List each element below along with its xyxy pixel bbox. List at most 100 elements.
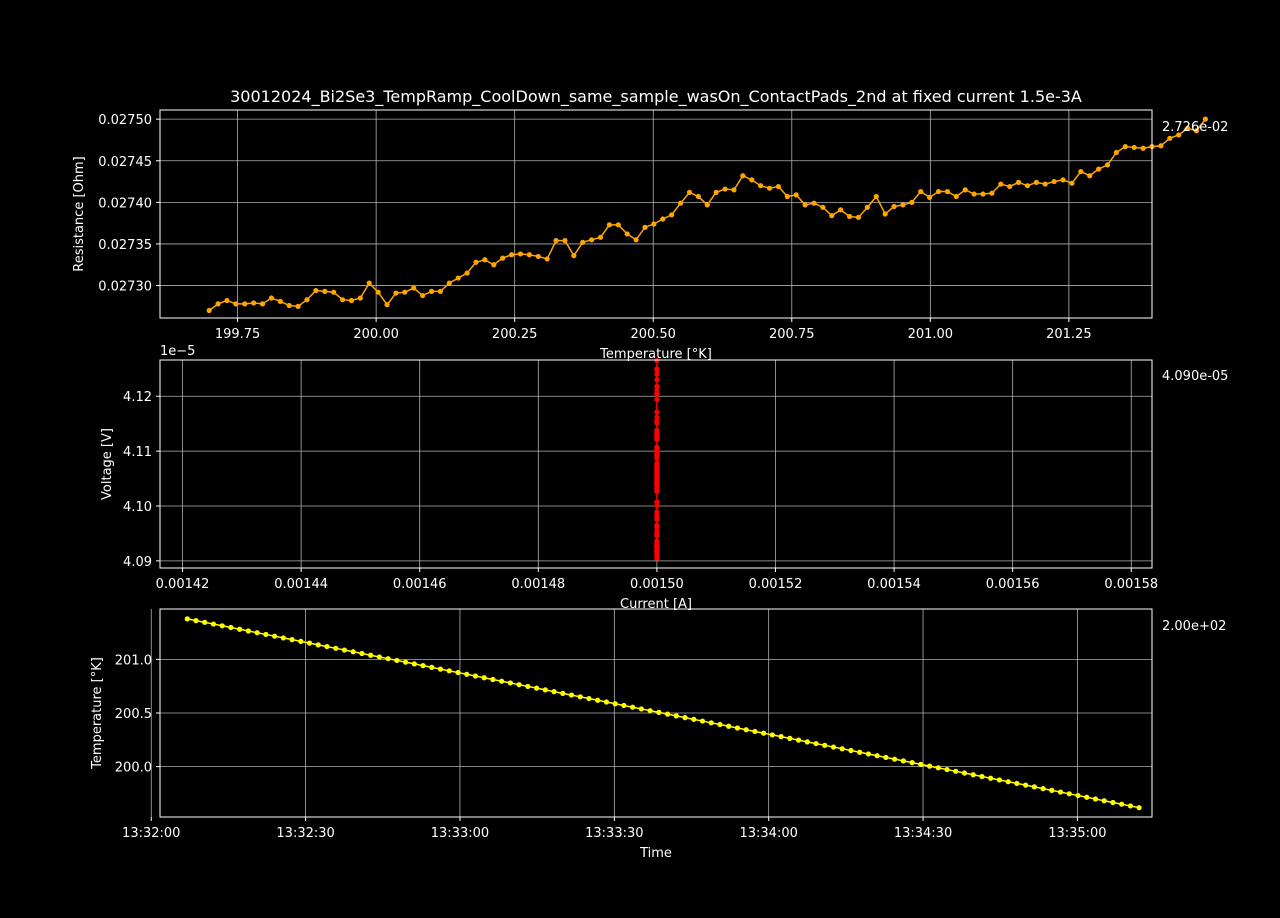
temperature-data-point [830, 744, 837, 750]
temperature-data-point [603, 699, 610, 705]
temperature-data-point [630, 704, 636, 710]
voltage-x-label: Current [A] [620, 597, 692, 612]
temperature-x-tick-label: 13:33:00 [431, 826, 489, 841]
temperature-data-point [350, 649, 356, 655]
resistance-data-point [339, 297, 346, 303]
temperature-data-point [1031, 784, 1037, 790]
temperature-data-point [533, 685, 540, 691]
temperature-data-point [568, 692, 575, 698]
resistance-x-tick-label: 199.75 [215, 327, 261, 342]
temperature-data-point [909, 760, 915, 766]
resistance-data-point [695, 193, 701, 200]
resistance-x-tick-label: 200.50 [630, 327, 676, 342]
temperature-data-point [202, 619, 208, 625]
resistance-data-point [1060, 177, 1066, 183]
resistance-data-point [322, 288, 328, 294]
temperature-y-ticks: 200.0 200.5 201.0 [115, 653, 160, 776]
resistance-data-point [766, 185, 773, 191]
resistance-data-point [882, 211, 888, 217]
temperature-data-point [1101, 798, 1107, 804]
temperature-data-point [525, 683, 531, 690]
temperature-data-point [988, 775, 994, 781]
temperature-data-point [848, 747, 854, 754]
temperature-data-point [857, 749, 863, 755]
voltage-data-point [654, 371, 660, 377]
voltage-data-point [654, 409, 660, 415]
resistance-data-point [1007, 183, 1013, 190]
temperature-data-point [638, 706, 644, 712]
temperature-data-point [333, 645, 339, 651]
resistance-y-tick-label: 0.02745 [98, 155, 152, 170]
resistance-data-point [553, 238, 559, 244]
resistance-data-point [384, 302, 390, 308]
temperature-data-point [472, 673, 479, 679]
voltage-data-point [654, 517, 660, 523]
temperature-data-point [1084, 794, 1090, 800]
resistance-data-point [393, 290, 399, 296]
temperature-data-point [961, 770, 968, 776]
voltage-x-tick-label: 0.00148 [511, 577, 565, 592]
temperature-data-point [761, 730, 767, 736]
panel-voltage: 0.00142 0.00144 0.00146 0.00148 0.00150 0.001… [100, 344, 1228, 612]
temperature-x-tick-label: 13:34:00 [739, 826, 797, 841]
temperature-data-point [612, 701, 618, 707]
temperature-y-tick-label: 201.0 [115, 653, 152, 668]
temperature-x-tick-label: 13:32:30 [276, 826, 334, 841]
temperature-data-point [237, 626, 243, 632]
resistance-data-point [606, 222, 613, 228]
resistance-data-point [215, 301, 221, 307]
voltage-x-tick-label: 0.00156 [986, 577, 1040, 592]
temperature-data-point [577, 694, 583, 700]
temperature-x-tick-label: 13:32:00 [122, 826, 180, 841]
temperature-series [184, 616, 1142, 811]
temperature-data-point [210, 621, 217, 627]
resistance-data-point [989, 190, 995, 196]
temperature-data-point [787, 735, 793, 741]
figure-title: 30012024_Bi2Se3_TempRamp_CoolDown_same_s… [230, 87, 1082, 107]
voltage-y-tick-label: 4.10 [123, 500, 152, 515]
resistance-data-point [597, 234, 604, 240]
temperature-data-point [455, 669, 461, 676]
resistance-data-point [624, 231, 630, 237]
resistance-data-point [357, 295, 363, 301]
temperature-y-tick-label: 200.5 [115, 707, 152, 722]
temperature-data-point [804, 739, 810, 745]
temperature-data-point [699, 718, 706, 724]
temperature-data-point [306, 640, 313, 646]
resistance-data-point [998, 181, 1004, 187]
temperature-data-point [839, 746, 845, 752]
resistance-data-point [953, 193, 959, 200]
resistance-y-ticks: 0.02730 0.02735 0.02740 0.02745 0.02750 [98, 113, 160, 295]
resistance-data-point [713, 189, 719, 195]
temperature-data-point [368, 652, 374, 658]
temperature-data-point [1119, 801, 1125, 807]
resistance-data-point [1051, 178, 1057, 185]
temperature-data-point [708, 720, 714, 726]
temperature-data-point [944, 766, 950, 773]
resistance-data-point [1033, 179, 1039, 185]
temperature-data-point [996, 777, 1003, 783]
temperature-data-point [795, 737, 802, 743]
resistance-data-point [259, 301, 266, 307]
resistance-data-point [526, 252, 532, 258]
voltage-x-tick-label: 0.00158 [1104, 577, 1158, 592]
temperature-data-point [341, 647, 348, 653]
voltage-y-label: Voltage [V] [100, 428, 115, 500]
voltage-x-tick-label: 0.00142 [156, 577, 210, 592]
voltage-data-point [654, 467, 660, 473]
resistance-data-point [428, 288, 435, 294]
resistance-data-point [900, 202, 906, 208]
resistance-data-point [1176, 132, 1182, 138]
resistance-y-tick-label: 0.02740 [98, 196, 152, 211]
voltage-data-point [654, 367, 660, 373]
resistance-data-point [962, 187, 968, 193]
resistance-data-point [1042, 181, 1048, 187]
resistance-data-point [944, 188, 951, 195]
resistance-data-point [473, 259, 479, 265]
temperature-x-label: Time [639, 846, 672, 861]
resistance-data-point [722, 186, 728, 192]
temperature-data-point [560, 690, 566, 696]
resistance-data-point [615, 222, 621, 228]
temperature-data-point [254, 630, 260, 636]
